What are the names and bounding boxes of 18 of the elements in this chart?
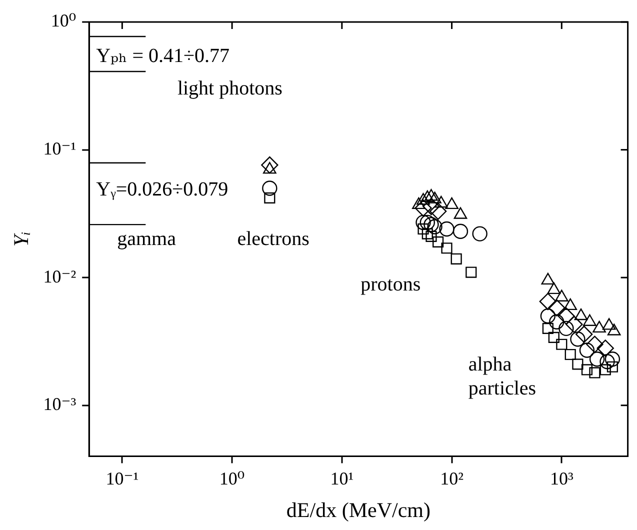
x-tick-label: 10² [440,468,464,489]
annotation: light photons [177,78,283,100]
annotation: Yᵧ=0.026÷0.079 [96,178,228,200]
x-tick-label: 10³ [550,468,574,489]
y-axis-title: Yᵢ [9,232,34,247]
annotation: Yₚₕ = 0.41÷0.77 [96,44,230,67]
annotation: gamma [117,228,176,250]
annotation: protons [360,273,421,296]
y-tick-label: 10⁻¹ [43,138,76,159]
annotation: electrons [237,228,310,250]
y-tick-label: 10⁰ [50,10,76,31]
x-tick-label: 10¹ [330,468,354,489]
y-tick-label: 10⁻³ [43,394,77,414]
x-tick-label: 10⁰ [219,468,245,489]
annotation: alpha particles [468,353,536,400]
y-tick-label: 10⁻² [43,266,76,286]
x-tick-label: 10⁻¹ [106,468,139,489]
x-axis-title: dE/dx (MeV/cm) [286,498,430,522]
